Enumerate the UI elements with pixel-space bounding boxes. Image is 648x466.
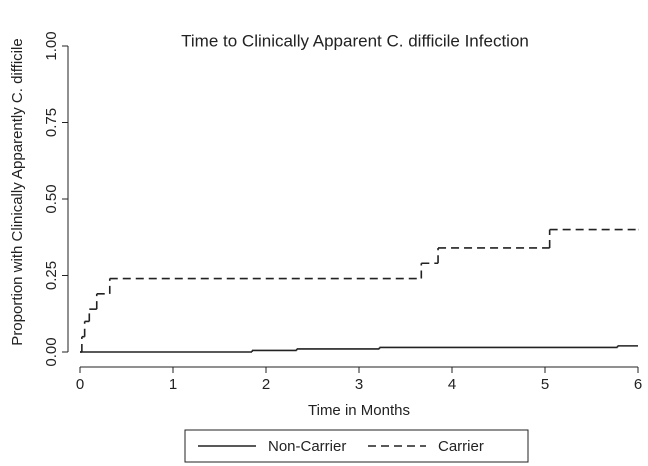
legend-label: Non-Carrier [268, 438, 346, 455]
x-tick-label: 5 [541, 376, 549, 393]
y-tick-label: 0.00 [43, 337, 60, 366]
x-tick-label: 6 [634, 376, 642, 393]
y-tick-label: 0.75 [43, 108, 60, 137]
x-tick-label: 1 [169, 376, 177, 393]
legend-box [184, 429, 529, 463]
y-tick-label: 0.25 [43, 261, 60, 290]
y-axis-title: Proportion with Clinically Apparently C.… [9, 38, 26, 345]
legend-label: Carrier [438, 438, 484, 455]
x-tick-label: 0 [76, 376, 84, 393]
chart-title: Time to Clinically Apparent C. difficile… [181, 31, 529, 50]
y-tick-label: 0.50 [43, 184, 60, 213]
x-tick-label: 2 [262, 376, 270, 393]
x-tick-label: 4 [448, 376, 456, 393]
y-tick-label: 1.00 [43, 31, 60, 60]
x-tick-label: 3 [355, 376, 363, 393]
x-axis-title: Time in Months [308, 402, 410, 419]
